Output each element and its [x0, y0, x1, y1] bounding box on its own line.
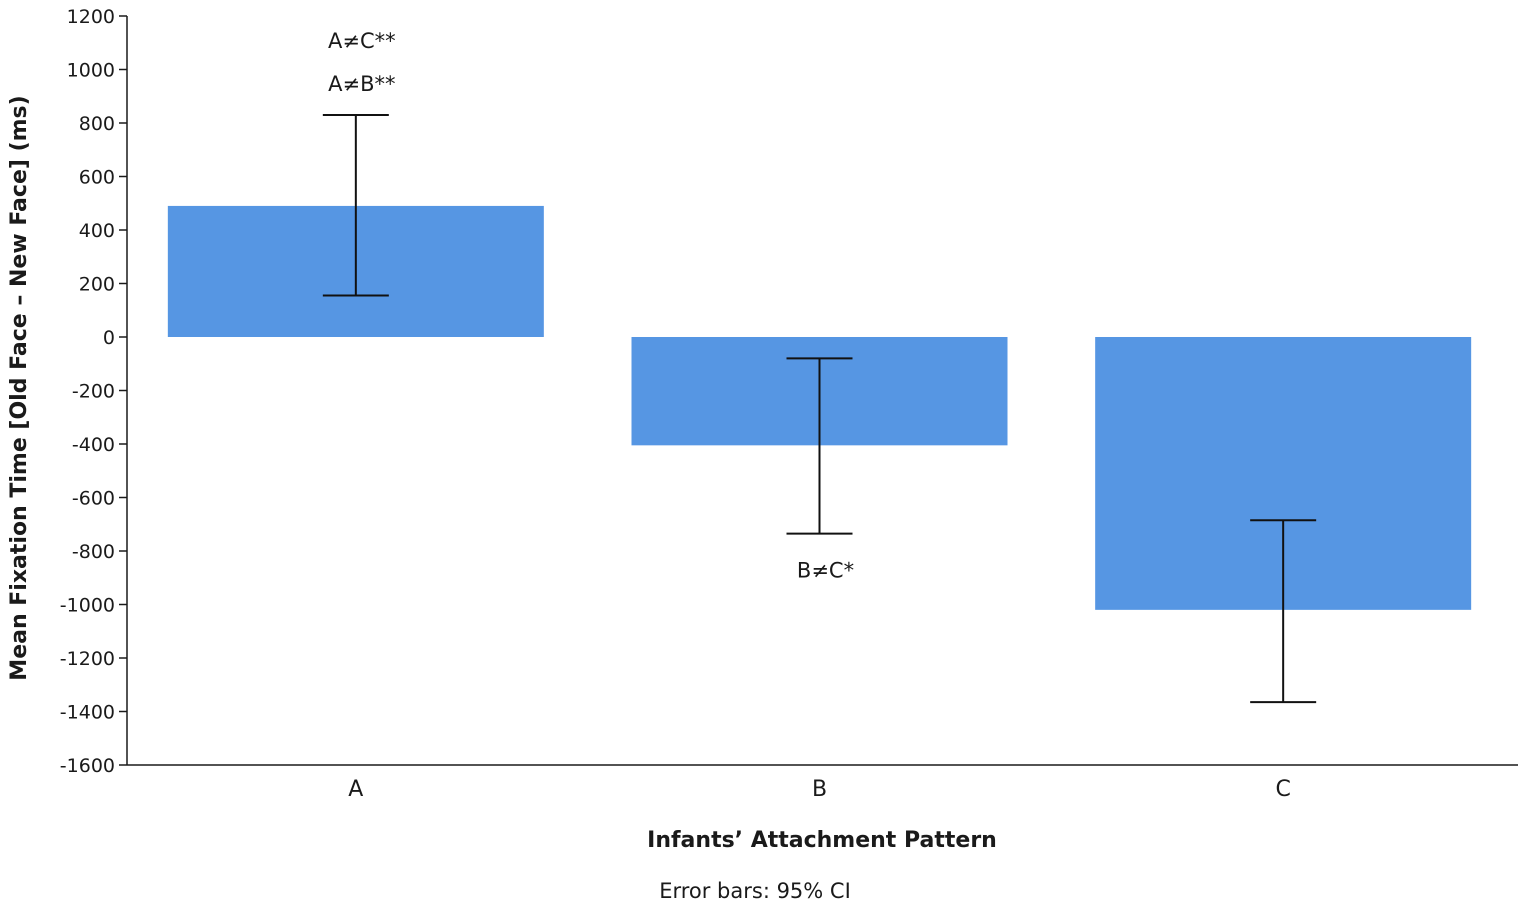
- y-tick-label: -1600: [60, 755, 115, 777]
- y-tick-label: -400: [72, 434, 115, 456]
- y-tick-label: 0: [103, 327, 115, 349]
- error-bar-C: [1250, 519, 1317, 704]
- significance-annotation: B≠C*: [797, 559, 854, 583]
- error-bar-A: [322, 113, 389, 297]
- significance-annotations: A≠C** A≠B** B≠C*: [328, 29, 854, 583]
- y-axis-title: Mean Fixation Time [Old Face – New Face]…: [7, 95, 32, 680]
- y-axis-ticks: 1200 1000 800 600 400 200 0 -200 -400 -600 -800 -10…: [60, 6, 127, 777]
- x-axis-category-labels: A B C: [348, 777, 1291, 802]
- y-tick-label: -1200: [60, 648, 115, 670]
- y-tick-label: 200: [79, 274, 115, 296]
- error-bar-B: [786, 357, 853, 535]
- y-tick-label: 1200: [67, 6, 115, 28]
- y-tick-label: -600: [72, 488, 115, 510]
- error-bar-note: Error bars: 95% CI: [659, 879, 851, 903]
- y-tick-label: -800: [72, 541, 115, 563]
- y-tick-label: 400: [79, 220, 115, 242]
- x-category-label: B: [812, 777, 827, 802]
- x-axis-title: Infants’ Attachment Pattern: [647, 828, 997, 853]
- significance-annotation: A≠C**: [328, 29, 396, 53]
- y-tick-label: 1000: [67, 60, 115, 82]
- y-tick-label: -1000: [60, 595, 115, 617]
- axes: [126, 16, 1518, 766]
- y-tick-label: 600: [79, 167, 115, 189]
- x-category-label: C: [1275, 777, 1290, 802]
- error-bars: [322, 113, 1317, 704]
- y-tick-label: -1400: [60, 702, 115, 724]
- y-tick-label: 800: [79, 113, 115, 135]
- x-category-label: A: [348, 777, 363, 802]
- significance-annotation: A≠B**: [328, 72, 395, 96]
- y-tick-label: -200: [72, 381, 115, 403]
